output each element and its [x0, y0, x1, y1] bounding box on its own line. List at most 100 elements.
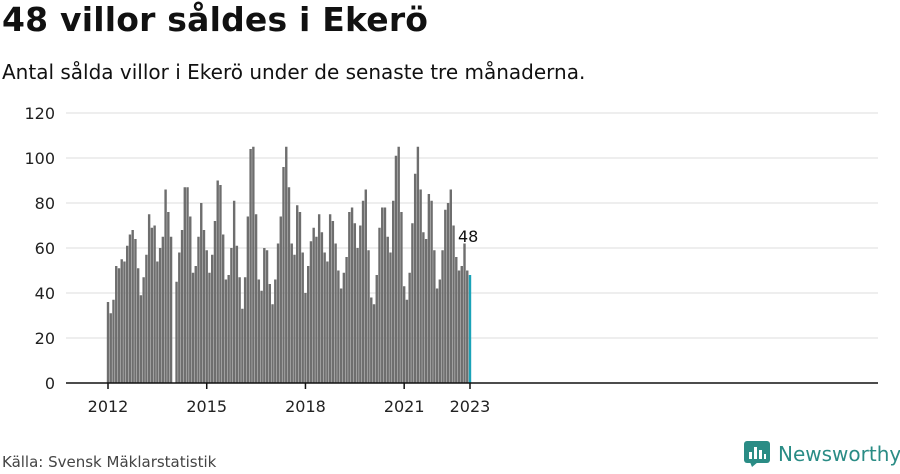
bar — [460, 266, 463, 383]
bar — [375, 275, 378, 383]
bar — [466, 270, 469, 383]
bar — [301, 252, 304, 383]
bar — [306, 266, 310, 383]
bar — [394, 155, 398, 383]
brand[interactable]: Newsworthy — [744, 441, 900, 467]
bar — [153, 225, 156, 383]
bar — [142, 277, 145, 383]
bar — [449, 189, 452, 383]
bar — [293, 254, 296, 383]
bar — [416, 146, 420, 383]
bar — [271, 304, 274, 383]
bar — [115, 266, 118, 383]
bars — [106, 146, 472, 383]
brand-name: Newsworthy — [778, 442, 900, 466]
bar — [353, 223, 357, 383]
bar — [246, 216, 250, 383]
bar — [175, 281, 178, 383]
bar — [150, 227, 154, 383]
bar — [457, 270, 461, 383]
bar — [405, 299, 409, 383]
chart-title: 48 villor såldes i Ekerö — [2, 0, 429, 39]
bar — [455, 257, 458, 383]
bar — [131, 230, 134, 383]
bar — [427, 194, 431, 383]
bar — [433, 250, 436, 383]
chart-subtitle: Antal sålda villor i Ekerö under de sena… — [2, 60, 586, 84]
x-tick-label: 2023 — [450, 397, 491, 416]
bar — [370, 297, 373, 383]
y-tick-label: 80 — [35, 194, 55, 213]
bar — [438, 279, 442, 383]
bar — [156, 261, 159, 383]
bar — [282, 167, 285, 383]
bar — [356, 248, 359, 383]
bar — [400, 212, 403, 383]
highlight-bar — [468, 275, 472, 383]
x-axis-ticks: 2012 2015 2018 2021 2023 — [88, 383, 491, 416]
bar — [112, 299, 115, 383]
bar — [257, 279, 261, 383]
bar — [161, 236, 165, 383]
bar — [392, 200, 395, 383]
bar — [397, 146, 400, 383]
bar — [265, 250, 269, 383]
y-tick-label: 20 — [35, 329, 55, 348]
bar — [287, 187, 291, 383]
bar — [435, 288, 439, 383]
bar — [254, 214, 258, 383]
bar — [213, 221, 217, 383]
bar — [183, 187, 186, 383]
bar — [136, 268, 140, 383]
bar — [147, 214, 151, 383]
bar — [230, 248, 233, 383]
bar — [238, 277, 241, 383]
bar — [342, 272, 346, 383]
bar — [164, 189, 167, 383]
y-tick-label: 0 — [45, 374, 55, 393]
bar — [202, 230, 206, 383]
bar — [200, 203, 203, 383]
bar-chart-logo-icon — [744, 441, 770, 467]
bar — [328, 214, 332, 383]
bar — [128, 234, 132, 383]
bar — [320, 232, 324, 383]
y-axis-ticks: 0 20 40 60 80 100 120 — [24, 104, 55, 393]
bar — [430, 200, 433, 383]
bar — [268, 284, 272, 383]
bar — [317, 214, 321, 383]
bar — [208, 272, 211, 383]
bar — [145, 254, 148, 383]
bar — [241, 308, 244, 383]
bar — [139, 295, 143, 383]
bar — [413, 173, 417, 383]
bar — [452, 225, 455, 383]
bar — [106, 302, 110, 383]
bar — [205, 250, 208, 383]
bar — [345, 257, 348, 383]
x-tick-label: 2018 — [285, 397, 326, 416]
bar — [252, 146, 255, 383]
x-tick-label: 2012 — [88, 397, 129, 416]
source-note: Källa: Svensk Mäklarstatistik — [2, 453, 217, 471]
bar — [158, 248, 162, 383]
bar — [194, 266, 197, 383]
bar — [117, 268, 121, 383]
x-tick-label: 2015 — [186, 397, 227, 416]
bar — [361, 200, 365, 383]
data-labels: 48 — [458, 227, 478, 246]
bar-chart: 0 20 40 60 80 100 120 2012 2015 2018 2021 2023 48 — [24, 104, 878, 416]
bar — [134, 239, 137, 383]
bar — [232, 200, 236, 383]
bar — [337, 270, 340, 383]
bar — [364, 189, 367, 383]
bar — [285, 146, 288, 383]
bar — [180, 230, 184, 383]
bar — [323, 252, 326, 383]
bar — [263, 248, 266, 383]
bar — [419, 189, 422, 383]
bar — [191, 272, 195, 383]
highlight-value-label: 48 — [458, 227, 478, 246]
bar — [243, 277, 247, 383]
bar — [304, 293, 307, 383]
